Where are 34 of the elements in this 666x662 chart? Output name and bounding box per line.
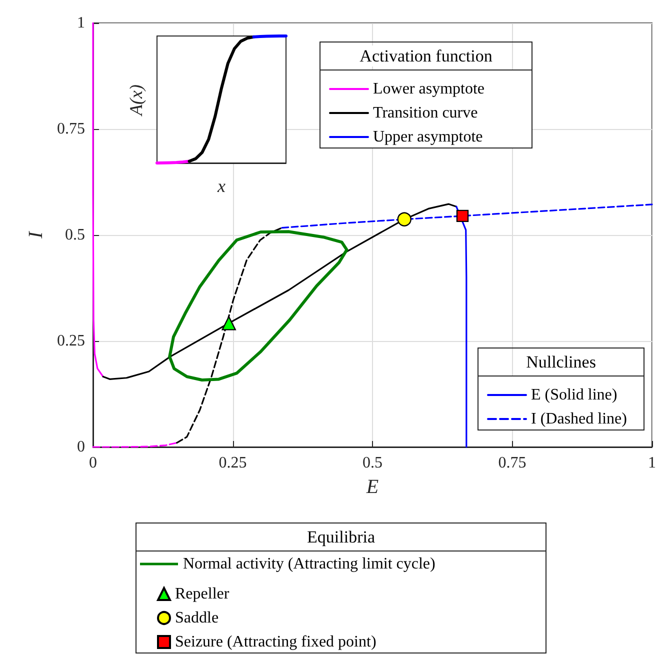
line-series xyxy=(92,22,104,378)
legend-label: I (Dashed line) xyxy=(531,410,627,428)
line-series xyxy=(456,206,468,448)
text: Equilibria xyxy=(307,528,376,546)
point xyxy=(397,212,412,226)
line-series xyxy=(176,226,283,444)
y-tick-label: 0.5 xyxy=(65,226,85,244)
legend-title: Nullclines xyxy=(526,352,596,372)
x-tick-label: 0.5 xyxy=(362,454,382,472)
legend-label: Saddle xyxy=(175,610,219,626)
y-tick-label: 0 xyxy=(77,438,85,456)
x-tick-label: 0 xyxy=(89,454,97,472)
x-tick-label: 0.75 xyxy=(498,454,526,472)
text: Normal activity (Attracting limit cycle) xyxy=(183,556,436,572)
x-tick-label: 1 xyxy=(648,454,656,472)
line-series xyxy=(281,204,653,229)
point xyxy=(222,316,236,330)
x-tick-label: 0.25 xyxy=(218,454,247,472)
y-tick-label: 1 xyxy=(77,14,85,32)
y-axis-title: I xyxy=(25,230,48,240)
legend-label: Repeller xyxy=(175,586,230,602)
legend-label: Lower asymptote xyxy=(373,80,485,98)
y-tick-label: 0.25 xyxy=(57,332,85,350)
y-tick-label: 0.75 xyxy=(57,120,85,138)
legend-title: Activation function xyxy=(360,46,493,66)
line-series xyxy=(102,203,458,380)
y-axis-title: A(x) xyxy=(126,84,146,116)
x-axis-title: E xyxy=(365,476,379,498)
legend-label: Seizure (Attracting fixed point) xyxy=(175,634,376,650)
legend-label: Upper asymptote xyxy=(373,128,483,146)
point xyxy=(456,210,469,222)
legend-label: Transition curve xyxy=(373,104,478,122)
x-axis-title: x xyxy=(216,176,226,196)
legend-label: E (Solid line) xyxy=(531,386,618,404)
